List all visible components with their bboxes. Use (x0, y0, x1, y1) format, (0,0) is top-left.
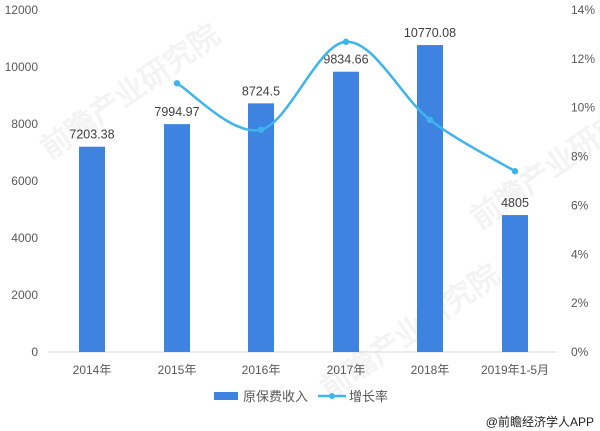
legend-item-line[interactable]: 增长率 (318, 389, 388, 404)
right-axis: 0% 2% 4% 6% 8% 10% 12% 14% (571, 3, 595, 359)
legend: 原保费收入 增长率 (214, 389, 388, 404)
x-tick-label: 2017年 (327, 363, 366, 377)
left-tick-label: 4000 (11, 231, 38, 245)
right-tick-label: 14% (571, 3, 595, 17)
x-tick-label: 2018年 (411, 363, 450, 377)
left-tick-label: 0 (31, 345, 38, 359)
legend-line-label: 增长率 (349, 389, 388, 404)
growth-point[interactable] (511, 168, 519, 175)
growth-point[interactable] (257, 126, 265, 133)
bar[interactable] (79, 146, 105, 352)
left-axis: 0 2000 4000 6000 8000 10000 12000 (5, 3, 39, 359)
x-tick-label: 2015年 (158, 363, 197, 377)
growth-point[interactable] (426, 116, 434, 124)
right-tick-label: 10% (571, 101, 595, 115)
bar[interactable] (248, 103, 274, 353)
growth-point[interactable] (342, 38, 350, 45)
bar-value-label: 10770.08 (404, 26, 456, 40)
bar-value-label: 7203.38 (69, 128, 114, 142)
line-series (173, 38, 519, 175)
right-tick-label: 8% (571, 150, 589, 164)
right-tick-label: 12% (571, 52, 595, 66)
legend-line-marker (329, 393, 335, 399)
legend-bar-label: 原保费收入 (243, 389, 308, 404)
left-tick-label: 10000 (5, 60, 39, 74)
x-axis: 2014年 2015年 2016年 2017年 2018年 2019年1-5月 (73, 363, 549, 377)
bar[interactable] (164, 124, 190, 352)
bar-value-label: 7994.97 (154, 105, 199, 119)
bar-value-label: 8724.5 (242, 84, 280, 98)
right-tick-label: 2% (571, 296, 589, 310)
bar[interactable] (502, 215, 528, 352)
right-tick-label: 6% (571, 198, 589, 212)
growth-point[interactable] (173, 80, 181, 87)
right-tick-label: 4% (571, 247, 589, 261)
watermark: 前瞻产业研究院 (35, 17, 227, 165)
bar[interactable] (333, 71, 359, 352)
left-tick-label: 6000 (11, 174, 38, 188)
x-tick-label: 2016年 (242, 363, 281, 377)
source-credit: @前瞻经济学人APP (486, 414, 594, 429)
legend-bar-swatch (214, 392, 238, 400)
legend-item-bar[interactable]: 原保费收入 (214, 389, 308, 404)
bar-series: 7203.38 7994.97 8724.5 9834.66 10770.08 4805 (69, 26, 529, 353)
left-tick-label: 8000 (11, 117, 38, 131)
bar-value-label: 9834.66 (323, 53, 368, 67)
right-tick-label: 0% (571, 345, 589, 359)
bar[interactable] (417, 45, 443, 352)
left-tick-label: 2000 (11, 288, 38, 302)
bar-value-label: 4805 (501, 196, 529, 210)
left-tick-label: 12000 (5, 3, 39, 17)
x-tick-label: 2014年 (73, 363, 112, 377)
x-tick-label: 2019年1-5月 (481, 363, 549, 377)
